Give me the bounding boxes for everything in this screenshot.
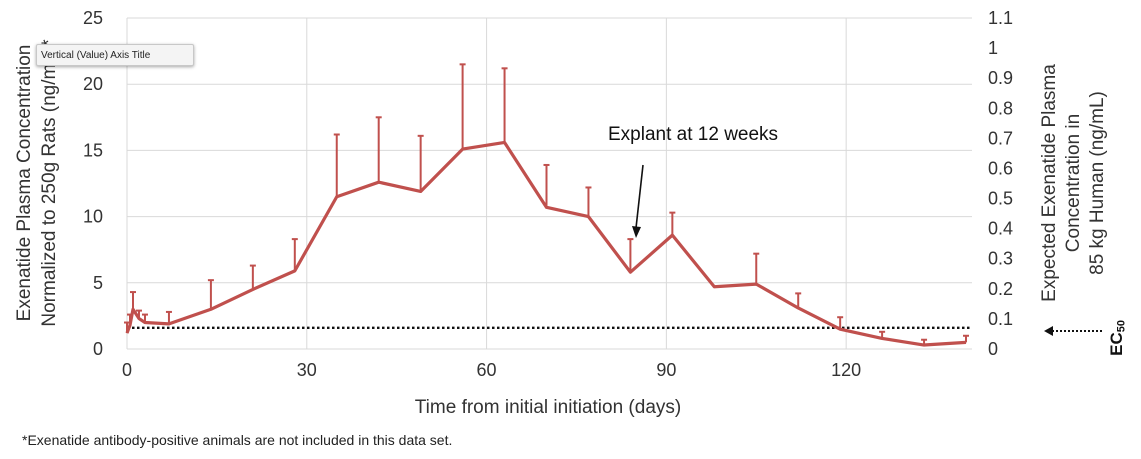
x-axis-ticks: 0 30 60 90 120 [122, 360, 861, 380]
left-y-tick-label: 20 [83, 74, 103, 94]
footnote: *Exenatide antibody-positive animals are… [22, 432, 453, 448]
data-series [125, 140, 967, 347]
left-y-tick-label: 5 [93, 273, 103, 293]
right-y-tick-label: 0.5 [988, 189, 1013, 209]
concentration-line [125, 140, 967, 347]
explant-arrow [632, 164, 644, 238]
right-y-axis-title-line3: 85 kg Human (ng/mL) [1087, 91, 1108, 275]
right-y-tick-label: 0.6 [988, 158, 1013, 178]
left-y-tick-label: 10 [83, 207, 103, 227]
right-y-tick-label: 0.8 [988, 98, 1013, 118]
right-y-tick-label: 0 [988, 339, 998, 359]
right-y-tick-label: 0.9 [988, 68, 1013, 88]
right-y-tick-label: 0.2 [988, 279, 1013, 299]
right-y-tick-label: 0.4 [988, 219, 1013, 239]
left-y-tick-label: 25 [83, 8, 103, 28]
right-y-tick-label: 0.3 [988, 249, 1013, 269]
left-y-tick-label: 0 [93, 339, 103, 359]
x-tick-label: 30 [297, 360, 317, 380]
gridlines [126, 17, 972, 350]
right-y-axis-title-line2: Concentration in [1063, 114, 1084, 252]
axis-title-tooltip: Vertical (Value) Axis Title [36, 44, 194, 66]
left-y-tick-label: 15 [83, 140, 103, 160]
explant-annotation: Explant at 12 weeks [608, 124, 778, 145]
x-tick-label: 90 [656, 360, 676, 380]
x-axis-title: Time from initial initiation (days) [415, 397, 681, 418]
left-y-axis-title-line2: Normalized to 250g Rats (ng/mL)* [39, 39, 60, 327]
right-y-tick-label: 0.7 [988, 128, 1013, 148]
right-y-tick-label: 1.1 [988, 8, 1013, 28]
right-y-axis-title-line1: Expected Exenatide Plasma [1039, 64, 1060, 302]
x-tick-label: 0 [122, 360, 132, 380]
right-y-tick-label: 0.1 [988, 309, 1013, 329]
x-tick-label: 60 [477, 360, 497, 380]
ec50-arrow [1044, 326, 1102, 336]
x-tick-label: 120 [831, 360, 861, 380]
ec50-label: EC50 [1107, 320, 1128, 356]
left-y-axis-title-line1: Exenatide Plasma Concentration [14, 45, 35, 322]
left-y-axis-ticks: 0 5 10 15 20 25 [83, 8, 103, 359]
right-y-tick-label: 1 [988, 38, 998, 58]
right-y-axis-ticks: 0 0.1 0.2 0.3 0.4 0.5 0.6 0.7 0.8 0.9 1 1.1 [988, 8, 1013, 359]
